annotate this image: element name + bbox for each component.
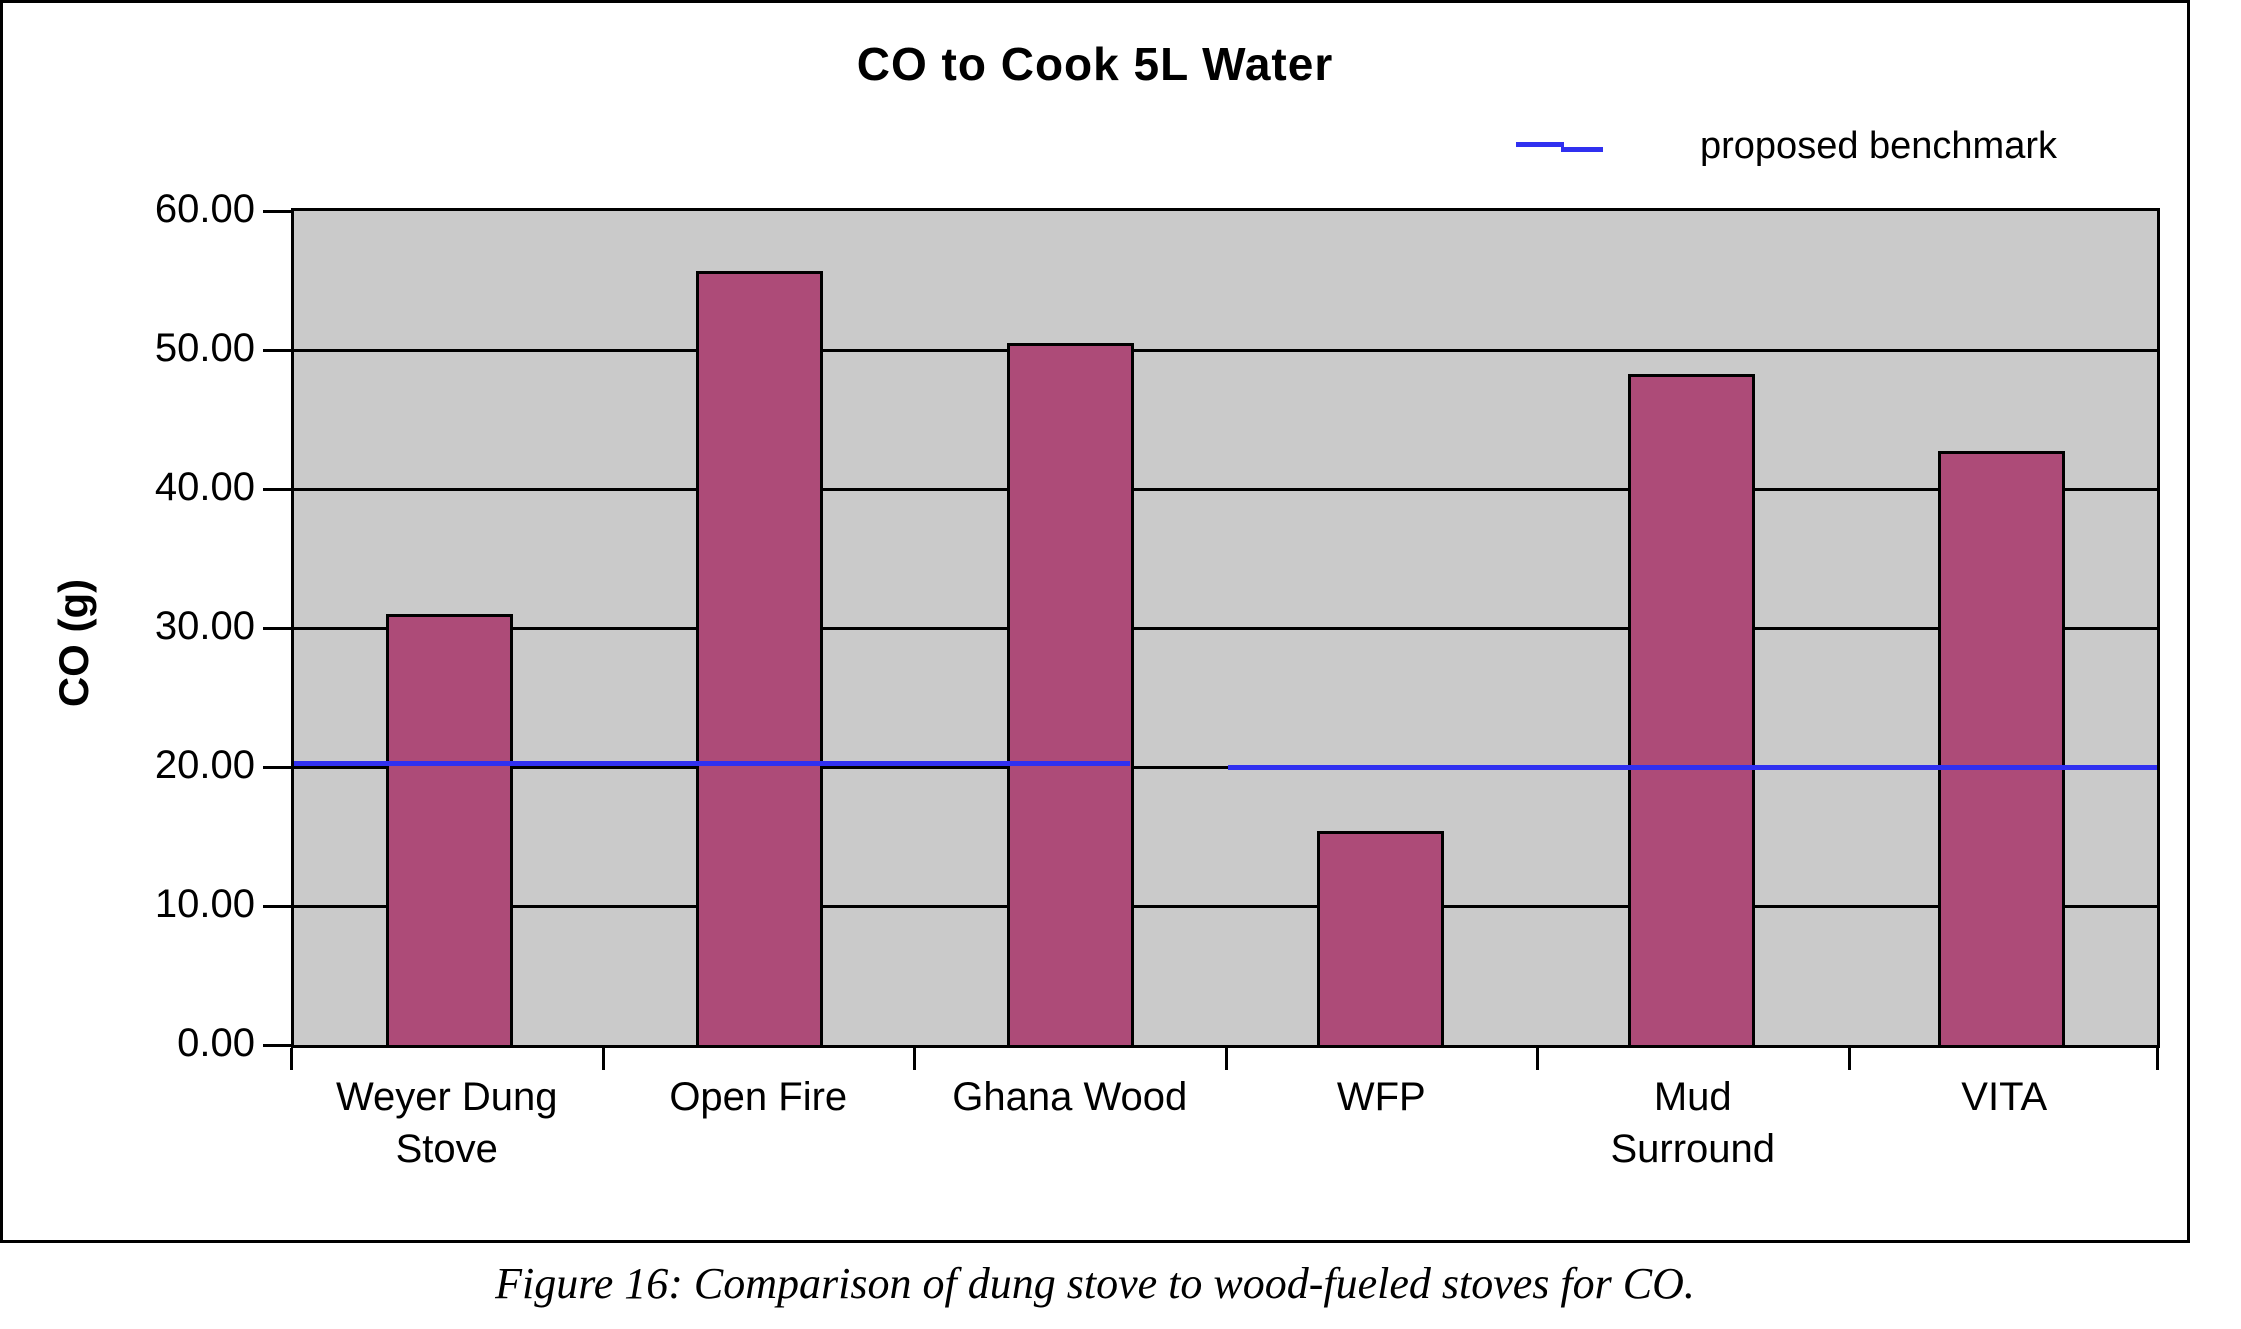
x-category-label-line: Surround — [1610, 1127, 1776, 1171]
gridline — [294, 905, 2157, 908]
benchmark-line-segment — [294, 760, 1130, 766]
bar — [1006, 343, 1134, 1045]
bar — [385, 614, 513, 1045]
bar — [1627, 373, 1755, 1045]
y-tick-label: 0.00 — [177, 1021, 255, 1065]
x-category-label: Open Fire — [603, 1071, 915, 1123]
legend-label: proposed benchmark — [1700, 125, 2057, 167]
x-tick-mark — [1536, 1048, 1539, 1070]
x-category-label: Ghana Wood — [914, 1071, 1226, 1123]
figure-box: CO to Cook 5L Water proposed benchmark C… — [0, 0, 2190, 1243]
x-tick-mark — [1224, 1048, 1228, 1070]
gridline — [294, 766, 2157, 769]
benchmark-line-icon — [1561, 146, 1603, 152]
y-tick-label: 40.00 — [154, 465, 255, 509]
y-tick-mark — [263, 905, 291, 908]
x-category-label-line: Ghana Wood — [952, 1075, 1188, 1119]
x-category-label-line: WFP — [1336, 1075, 1426, 1119]
x-tick-mark — [1847, 1048, 1851, 1070]
gridline — [294, 488, 2157, 491]
y-tick-label: 30.00 — [154, 604, 255, 648]
benchmark-line-icon — [1516, 141, 1564, 147]
y-tick-mark — [263, 488, 291, 491]
x-category-label: Weyer Dung Stove — [291, 1071, 603, 1175]
x-category-label: WFP — [1226, 1071, 1538, 1123]
y-tick-mark — [263, 766, 291, 769]
gridline — [294, 627, 2157, 630]
x-category-label: VITA — [1849, 1071, 2161, 1123]
x-category-label-line: Open Fire — [669, 1075, 848, 1119]
y-tick-mark — [263, 627, 291, 630]
y-tick-label: 50.00 — [154, 326, 255, 370]
x-tick-mark — [2156, 1048, 2159, 1070]
bar — [696, 270, 824, 1045]
x-category-label: Mud Surround — [1537, 1071, 1849, 1175]
y-tick-label: 10.00 — [154, 882, 255, 926]
x-category-label-line: Mud — [1653, 1075, 1732, 1119]
y-tick-label: 60.00 — [154, 187, 255, 231]
bar — [1938, 451, 2066, 1045]
y-tick-mark — [263, 1044, 291, 1047]
x-tick-mark — [290, 1048, 293, 1070]
chart-title: CO to Cook 5L Water — [856, 38, 1334, 90]
x-category-label-line: Weyer Dung — [335, 1075, 558, 1119]
figure-caption: Figure 16: Comparison of dung stove to w… — [495, 1259, 1695, 1308]
y-tick-mark — [263, 349, 291, 352]
x-category-label-line: Stove — [395, 1127, 498, 1171]
benchmark-line-segment — [1228, 765, 2157, 770]
benchmark-line-icon — [1516, 127, 1666, 167]
bar — [1317, 830, 1445, 1045]
x-tick-mark — [601, 1048, 605, 1070]
y-tick-label: 20.00 — [154, 743, 255, 787]
gridline — [294, 349, 2157, 352]
y-tick-mark — [263, 210, 291, 213]
x-tick-mark — [913, 1048, 916, 1070]
legend: proposed benchmark — [1516, 125, 2057, 168]
plot-area — [291, 208, 2160, 1048]
x-category-label-line: VITA — [1961, 1075, 2048, 1119]
